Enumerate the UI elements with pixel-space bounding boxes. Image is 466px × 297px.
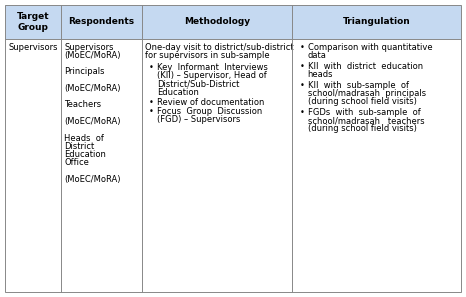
Text: FGDs  with  sub-sample  of: FGDs with sub-sample of: [308, 108, 420, 117]
Bar: [5, 5, 61, 39]
Text: school/madrasah   teachers: school/madrasah teachers: [308, 116, 424, 125]
Text: KII  with  sub-sample  of: KII with sub-sample of: [308, 80, 409, 90]
Text: Education: Education: [64, 150, 106, 159]
Text: Key  Informant  Interviews: Key Informant Interviews: [157, 63, 268, 72]
Text: •: •: [149, 98, 154, 107]
Text: Supervisors: Supervisors: [9, 42, 58, 51]
Text: Triangulation: Triangulation: [343, 18, 411, 26]
Text: Methodology: Methodology: [184, 18, 250, 26]
Text: Supervisors: Supervisors: [64, 42, 114, 51]
Bar: [292, 5, 461, 39]
Text: Office: Office: [64, 158, 89, 168]
Text: (MoEC/MoRA): (MoEC/MoRA): [64, 175, 121, 184]
Text: Education: Education: [157, 88, 199, 97]
Text: (KII) – Supervisor, Head of: (KII) – Supervisor, Head of: [157, 72, 267, 80]
Text: (MoEC/MoRA): (MoEC/MoRA): [64, 84, 121, 93]
Text: One-day visit to district/sub-district: One-day visit to district/sub-district: [145, 42, 294, 51]
Text: Respondents: Respondents: [68, 18, 134, 26]
Text: school/madrasah  principals: school/madrasah principals: [308, 89, 426, 98]
Bar: [61, 5, 142, 39]
Text: •: •: [149, 63, 154, 72]
Text: Comparison with quantitative: Comparison with quantitative: [308, 42, 432, 51]
Text: •: •: [300, 61, 304, 71]
Text: (MoEC/MoRA): (MoEC/MoRA): [64, 51, 121, 60]
Bar: [142, 5, 292, 39]
Text: (FGD) – Supervisors: (FGD) – Supervisors: [157, 115, 240, 124]
Text: (MoEC/MoRA): (MoEC/MoRA): [64, 117, 121, 126]
Text: Teachers: Teachers: [64, 100, 102, 110]
Text: •: •: [300, 80, 304, 90]
Text: •: •: [149, 107, 154, 116]
Text: Focus  Group  Discussion: Focus Group Discussion: [157, 107, 262, 116]
Text: •: •: [300, 108, 304, 117]
Text: Principals: Principals: [64, 67, 105, 76]
Text: District: District: [64, 142, 95, 151]
Text: heads: heads: [308, 70, 333, 79]
Text: (during school field visits): (during school field visits): [308, 97, 417, 106]
Text: KII  with  district  education: KII with district education: [308, 61, 423, 71]
Text: (during school field visits): (during school field visits): [308, 124, 417, 133]
Text: Target
Group: Target Group: [16, 12, 49, 32]
Text: data: data: [308, 51, 327, 60]
Text: Heads  of: Heads of: [64, 134, 104, 143]
Text: •: •: [300, 42, 304, 51]
Text: for supervisors in sub-sample: for supervisors in sub-sample: [145, 51, 270, 60]
Text: Review of documentation: Review of documentation: [157, 98, 265, 107]
Text: District/Sub-District: District/Sub-District: [157, 80, 240, 89]
